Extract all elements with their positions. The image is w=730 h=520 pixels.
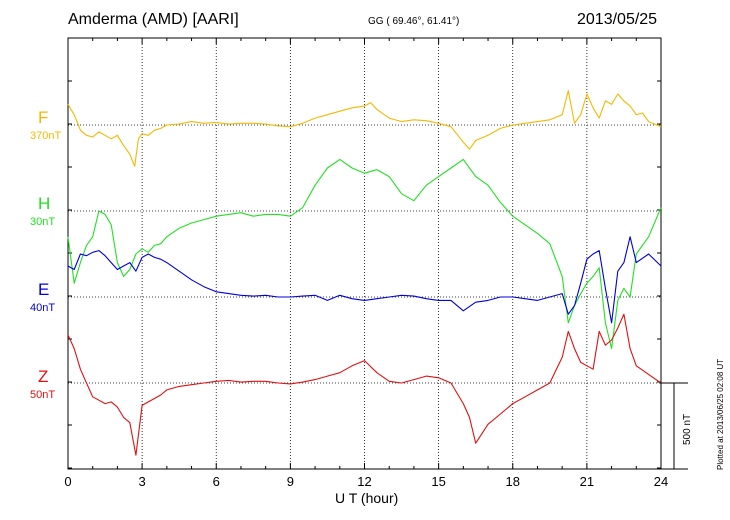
x-tick-label: 0	[64, 474, 72, 489]
x-tick-label: 12	[357, 474, 372, 489]
component-letter-z: Z	[38, 367, 49, 386]
series-line-z	[67, 313, 662, 456]
component-baseline-h: 30nT	[30, 216, 56, 228]
x-tick-label: 21	[579, 474, 595, 489]
series-line-f	[67, 90, 662, 167]
x-tick-label: 18	[505, 474, 520, 489]
chart-date: 2013/05/25	[577, 11, 658, 28]
plotted-timestamp: Plotted at 2013/06/25 02:08 UT	[716, 358, 725, 470]
component-baseline-e: 40nT	[30, 302, 56, 314]
station-coords: GG ( 69.46°, 61.41°)	[368, 16, 460, 27]
component-baseline-f: 370nT	[30, 130, 62, 142]
component-letter-f: F	[38, 108, 49, 127]
x-tick-label: 24	[653, 474, 669, 489]
series-line-h	[67, 158, 662, 350]
x-tick-label: 15	[431, 474, 446, 489]
component-letter-h: H	[38, 194, 51, 213]
station-title: Amderma (AMD) [AARI]	[68, 11, 239, 28]
component-baseline-z: 50nT	[30, 389, 56, 401]
x-tick-label: 6	[212, 474, 220, 489]
component-letter-e: E	[38, 280, 50, 299]
x-axis-label: U T (hour)	[335, 490, 399, 506]
x-tick-label: 3	[138, 474, 146, 489]
series-line-e	[67, 236, 662, 324]
x-tick-label: 9	[286, 474, 294, 489]
scale-bar-label: 500 nT	[682, 413, 693, 445]
